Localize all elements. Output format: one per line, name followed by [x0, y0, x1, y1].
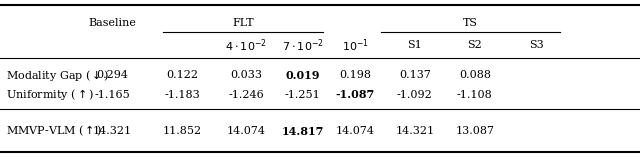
Text: Baseline: Baseline: [88, 18, 136, 28]
Text: MMVP-VLM ($\uparrow$): MMVP-VLM ($\uparrow$): [6, 124, 102, 139]
Text: S2: S2: [467, 40, 483, 50]
Text: $4 \cdot 10^{-2}$: $4 \cdot 10^{-2}$: [225, 37, 268, 54]
Text: $10^{-1}$: $10^{-1}$: [342, 37, 369, 54]
Text: -1.165: -1.165: [94, 90, 130, 100]
Text: -1.251: -1.251: [285, 90, 321, 100]
Text: 14.321: 14.321: [92, 126, 132, 136]
Text: 14.074: 14.074: [336, 126, 374, 136]
Text: -1.183: -1.183: [164, 90, 200, 100]
Text: -1.087: -1.087: [335, 89, 375, 100]
Text: 0.137: 0.137: [399, 70, 431, 80]
Text: 14.817: 14.817: [282, 126, 324, 137]
Text: 0.033: 0.033: [230, 70, 262, 80]
Text: Uniformity ($\uparrow$): Uniformity ($\uparrow$): [6, 87, 95, 102]
Text: FLT: FLT: [232, 18, 254, 28]
Text: -1.092: -1.092: [397, 90, 433, 100]
Text: 14.321: 14.321: [395, 126, 435, 136]
Text: -1.246: -1.246: [228, 90, 264, 100]
Text: $7 \cdot 10^{-2}$: $7 \cdot 10^{-2}$: [282, 37, 324, 54]
Text: 0.019: 0.019: [285, 70, 320, 81]
Text: 0.198: 0.198: [339, 70, 371, 80]
Text: 11.852: 11.852: [163, 126, 202, 136]
Text: S3: S3: [529, 40, 544, 50]
Text: 0.088: 0.088: [459, 70, 491, 80]
Text: TS: TS: [463, 18, 478, 28]
Text: 13.087: 13.087: [456, 126, 494, 136]
Text: 0.122: 0.122: [166, 70, 198, 80]
Text: -1.108: -1.108: [457, 90, 493, 100]
Text: 0.294: 0.294: [96, 70, 128, 80]
Text: Modality Gap ($\downarrow$): Modality Gap ($\downarrow$): [6, 68, 109, 83]
Text: 14.074: 14.074: [227, 126, 266, 136]
Text: S1: S1: [407, 40, 422, 50]
